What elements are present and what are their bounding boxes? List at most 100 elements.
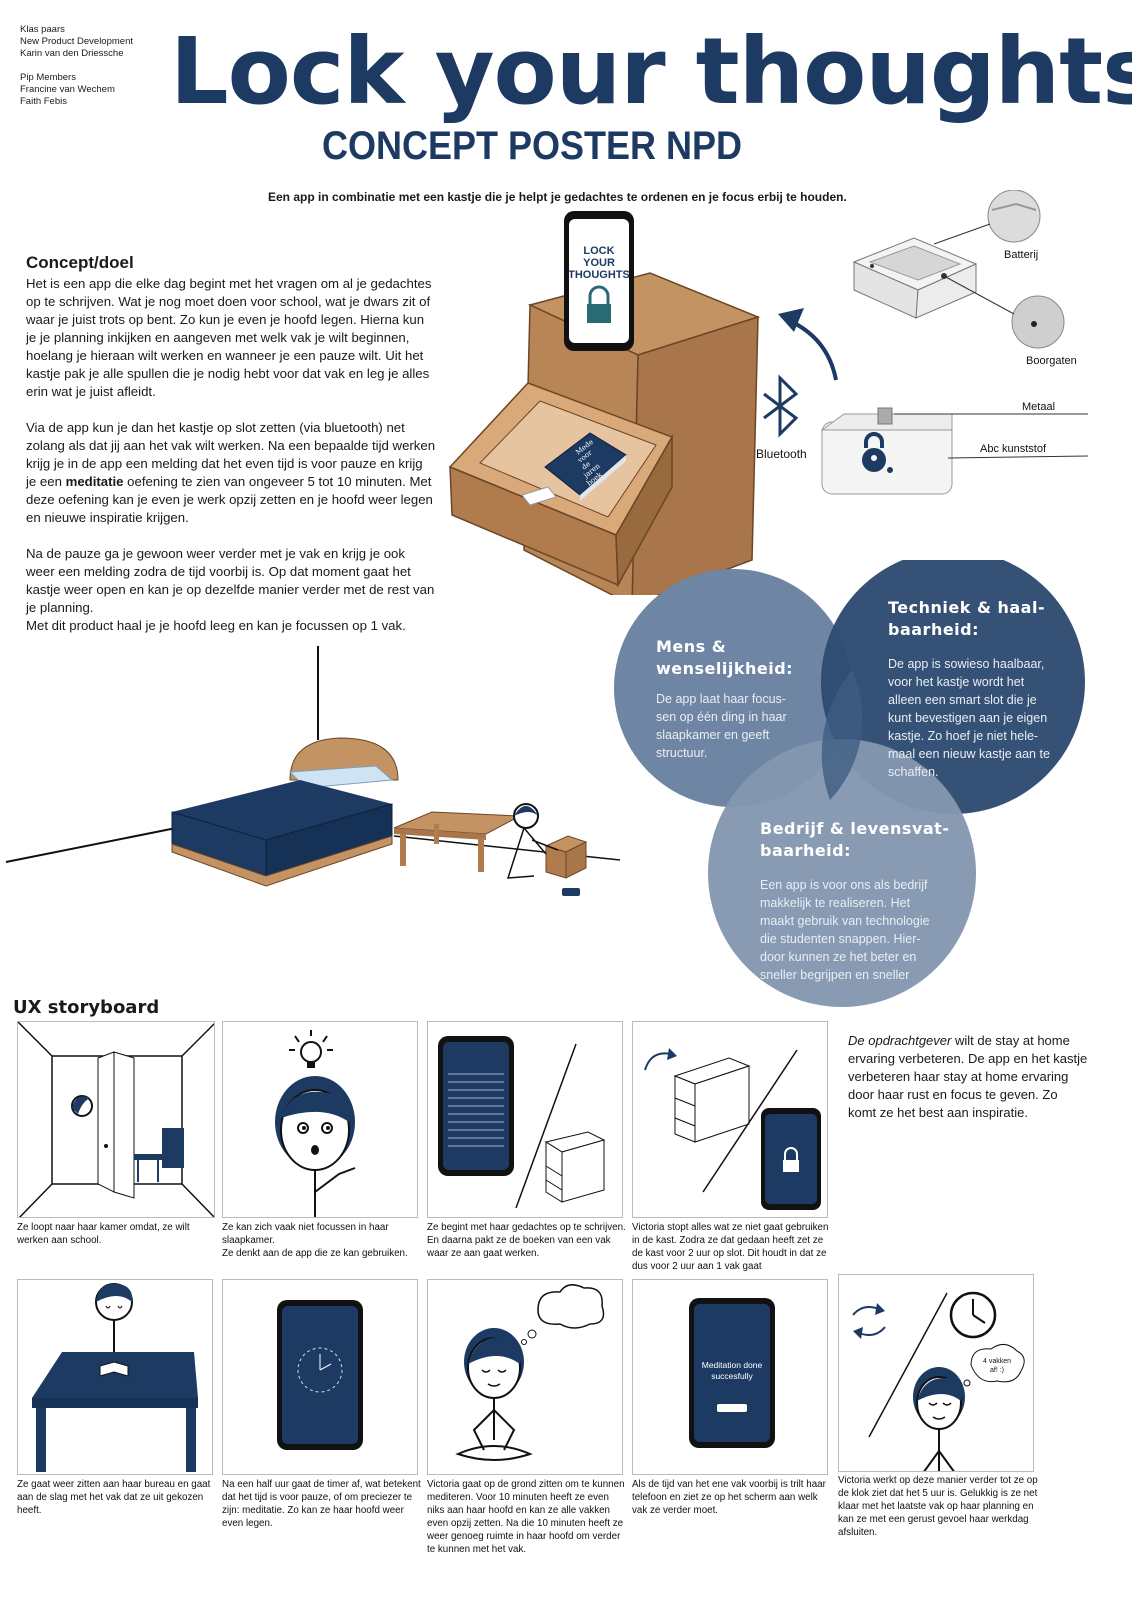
- venn-mens-body: sen op één ding in haar: [656, 710, 787, 724]
- book-title: de: [580, 460, 592, 472]
- credit-line: Karin van den Driessche: [20, 48, 124, 59]
- phone-text: LOCK: [583, 245, 614, 257]
- credit-line: Francine van Wechem: [20, 84, 115, 95]
- venn-mens-body: De app laat haar focus-: [656, 692, 786, 706]
- venn-techniek-body: schaffen.: [888, 765, 939, 779]
- storyboard-panel-4: [632, 1021, 828, 1218]
- lock-icon: [784, 1147, 798, 1160]
- client-italic: De opdrachtgever: [848, 1033, 952, 1048]
- venn-bedrijf-title: baarheid:: [760, 841, 852, 860]
- bluetooth-icon: [763, 374, 799, 438]
- refresh-icon: [852, 1306, 880, 1316]
- meditation-screen-text: succesfully: [711, 1371, 753, 1381]
- venn-bedrijf-body: maakt gebruik van technologie: [760, 914, 930, 928]
- concept-paragraph-2: Via de app kun je dan het kastje op slot…: [26, 419, 436, 527]
- storyboard-caption-3: Ze begint met haar gedachtes op te schri…: [427, 1222, 626, 1259]
- credit-line: Klas paars: [20, 24, 65, 35]
- storyboard-panel-7: [427, 1279, 623, 1475]
- venn-techniek-body: alleen een smart slot die je: [888, 693, 1037, 707]
- storyboard-panel-9: 4 vakken af! :): [838, 1274, 1034, 1472]
- venn-techniek: Techniek & haal- baarheid: De app is sow…: [888, 597, 1088, 781]
- credit-line: New Product Development: [20, 36, 133, 47]
- credit-line: Faith Febis: [20, 96, 67, 107]
- venn-techniek-body: kastje. Zo hoef je niet hele-: [888, 729, 1039, 743]
- venn-mens-body: structuur.: [656, 746, 708, 760]
- storyboard-caption-1: Ze loopt naar haar kamer omdat, ze wilt …: [17, 1222, 190, 1246]
- book: Mede voor de jaren boek: [544, 432, 627, 501]
- lock-keyhole-icon: [862, 432, 893, 473]
- concept-paragraph-1: Het is een app die elke dag begint met h…: [26, 276, 432, 399]
- concept-paragraph-4: Met dit product haal je je hoofd leeg en…: [26, 618, 406, 633]
- storyboard-caption-2: Ze kan zich vaak niet focussen in haar s…: [222, 1222, 408, 1259]
- concept-paragraph-3: Na de pauze ga je gewoon weer verder met…: [26, 546, 435, 615]
- concept-text: Het is een app die elke dag begint met h…: [26, 275, 436, 653]
- venn-bedrijf: Bedrijf & levensvat- baarheid: Een app i…: [760, 818, 970, 984]
- storyboard-caption-7: Victoria gaat op de grond zitten om te k…: [427, 1479, 625, 1555]
- venn-techniek-title: Techniek & haal-: [888, 598, 1046, 617]
- storyboard-panel-1: [17, 1021, 215, 1218]
- arrow-icon: [644, 1052, 672, 1071]
- venn-mens: Mens & wenselijkheid: De app laat haar f…: [656, 636, 836, 762]
- concept-text-part: oefening te zien van ongeveer 5 tot 10 m…: [26, 474, 433, 525]
- bubble-text: 4 vakken: [983, 1358, 1011, 1365]
- concept-text-part: Via de app kun je dan het kastje op slot…: [26, 420, 436, 489]
- venn-techniek-body: kunt bevestigen aan je eigen: [888, 711, 1048, 725]
- venn-techniek-body: maal een nieuw kastje aan te: [888, 747, 1050, 761]
- metaal-label: Metaal: [1022, 401, 1055, 413]
- venn-mens-body: slaapkamer en geeft: [656, 728, 770, 742]
- lock-icon: [587, 304, 611, 323]
- storyboard-caption-8: Als de tijd van het ene vak voorbij is t…: [632, 1479, 826, 1516]
- venn-circle-mens: [614, 569, 852, 807]
- phone-text: YOUR: [583, 257, 615, 269]
- timer-icon: [297, 1347, 343, 1393]
- storyboard-panel-3: [427, 1021, 623, 1218]
- venn-techniek-title: baarheid:: [888, 620, 980, 639]
- storyboard-caption-5: Ze gaat weer zitten aan haar bureau en g…: [17, 1479, 211, 1516]
- bedroom-scene: [5, 646, 621, 896]
- venn-bedrijf-body: Een app is voor ons als bedrijf: [760, 878, 928, 892]
- kunststof-label: Abc kunststof: [980, 443, 1047, 455]
- credits: Klas paars New Product Development Karin…: [20, 24, 133, 108]
- venn-circle-bedrijf: [708, 739, 976, 1007]
- page-subtitle: CONCEPT POSTER NPD: [322, 124, 743, 168]
- thought-bubble: [537, 1284, 605, 1329]
- storyboard-panel-2: [222, 1021, 418, 1218]
- venn-bedrijf-body: sneller begrijpen en sneller: [760, 968, 910, 982]
- lightbulb-icon: [300, 1041, 322, 1063]
- credit-line: Pip Members: [20, 72, 76, 83]
- bluetooth-label: Bluetooth: [756, 447, 807, 461]
- storyboard-panel-5: [17, 1279, 213, 1475]
- storyboard-panel-6: [222, 1279, 418, 1475]
- venn-bedrijf-body: makkelijk te realiseren. Het: [760, 896, 911, 910]
- phone-text: THOUGHTS: [568, 269, 630, 281]
- venn-diagram: [614, 560, 1085, 1007]
- venn-techniek-body: De app is sowieso haalbaar,: [888, 657, 1045, 671]
- storyboard-heading: UX storyboard: [13, 997, 160, 1018]
- venn-bedrijf-body: door kunnen ze het beter en: [760, 950, 917, 964]
- storyboard-caption-9: Victoria werkt op deze manier verder tot…: [838, 1475, 1038, 1538]
- book-icon: [99, 1361, 129, 1377]
- concept-heading: Concept/doel: [26, 253, 134, 272]
- smart-lock-illustration: Bluetooth Batterij Boorgaten Metaal Abc …: [756, 190, 1089, 495]
- client-statement: De opdrachtgever wilt de stay at home er…: [848, 1032, 1088, 1122]
- venn-mens-title: wenselijkheid:: [656, 659, 794, 678]
- boorgaten-label: Boorgaten: [1026, 355, 1077, 367]
- cabinet-illustration: Mede voor de jaren boek LOCK YOUR THOUGH…: [448, 211, 761, 595]
- venn-bedrijf-title: Bedrijf & levensvat-: [760, 819, 950, 838]
- venn-techniek-body: voor het kastje wordt het: [888, 675, 1025, 689]
- bubble-text: af! :): [990, 1367, 1004, 1374]
- concept-bold-word: meditatie: [65, 474, 124, 489]
- lock-icon: [588, 285, 610, 304]
- meditation-screen-text: Meditation done: [702, 1360, 763, 1370]
- batterij-label: Batterij: [1004, 249, 1038, 261]
- page-title: Lock your thoughts: [170, 18, 1132, 125]
- phone-lock-app: LOCK YOUR THOUGHTS: [564, 211, 634, 351]
- venn-mens-title: Mens &: [656, 637, 727, 656]
- thought-bubble: [970, 1344, 1025, 1383]
- storyboard-caption-6: Na een half uur gaat de timer af, wat be…: [222, 1479, 421, 1529]
- storyboard-caption-4: Victoria stopt alles wat ze niet gaat ge…: [632, 1222, 829, 1272]
- storyboard-panel-8: Meditation done succesfully: [632, 1279, 828, 1475]
- venn-bedrijf-body: die studenten snappen. Hier-: [760, 932, 921, 946]
- tagline: Een app in combinatie met een kastje die…: [268, 190, 847, 204]
- client-text: wilt de stay at home ervaring verbeteren…: [848, 1033, 1088, 1120]
